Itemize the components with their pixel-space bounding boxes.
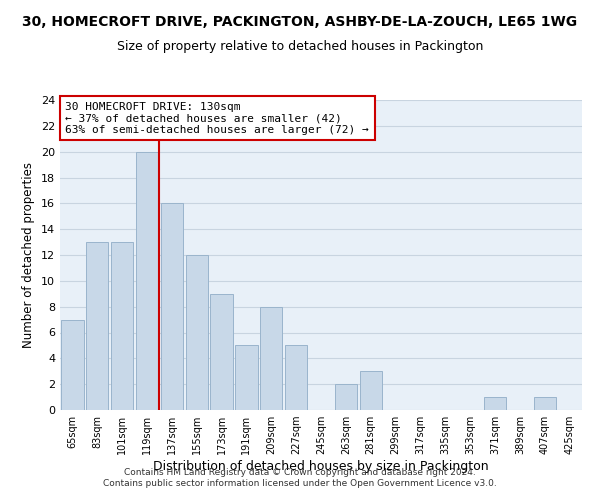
Bar xyxy=(211,294,233,410)
Bar xyxy=(161,204,183,410)
Bar xyxy=(260,306,283,410)
Bar xyxy=(533,397,556,410)
Bar xyxy=(61,320,83,410)
Y-axis label: Number of detached properties: Number of detached properties xyxy=(22,162,35,348)
Text: 30, HOMECROFT DRIVE, PACKINGTON, ASHBY-DE-LA-ZOUCH, LE65 1WG: 30, HOMECROFT DRIVE, PACKINGTON, ASHBY-D… xyxy=(22,15,578,29)
Bar xyxy=(335,384,357,410)
Bar xyxy=(86,242,109,410)
X-axis label: Distribution of detached houses by size in Packington: Distribution of detached houses by size … xyxy=(153,460,489,473)
Bar xyxy=(111,242,133,410)
Bar xyxy=(359,371,382,410)
Bar xyxy=(235,346,257,410)
Bar xyxy=(185,255,208,410)
Text: Size of property relative to detached houses in Packington: Size of property relative to detached ho… xyxy=(117,40,483,53)
Bar xyxy=(484,397,506,410)
Bar xyxy=(136,152,158,410)
Text: 30 HOMECROFT DRIVE: 130sqm
← 37% of detached houses are smaller (42)
63% of semi: 30 HOMECROFT DRIVE: 130sqm ← 37% of deta… xyxy=(65,102,369,134)
Text: Contains HM Land Registry data © Crown copyright and database right 2024.
Contai: Contains HM Land Registry data © Crown c… xyxy=(103,468,497,487)
Bar xyxy=(285,346,307,410)
